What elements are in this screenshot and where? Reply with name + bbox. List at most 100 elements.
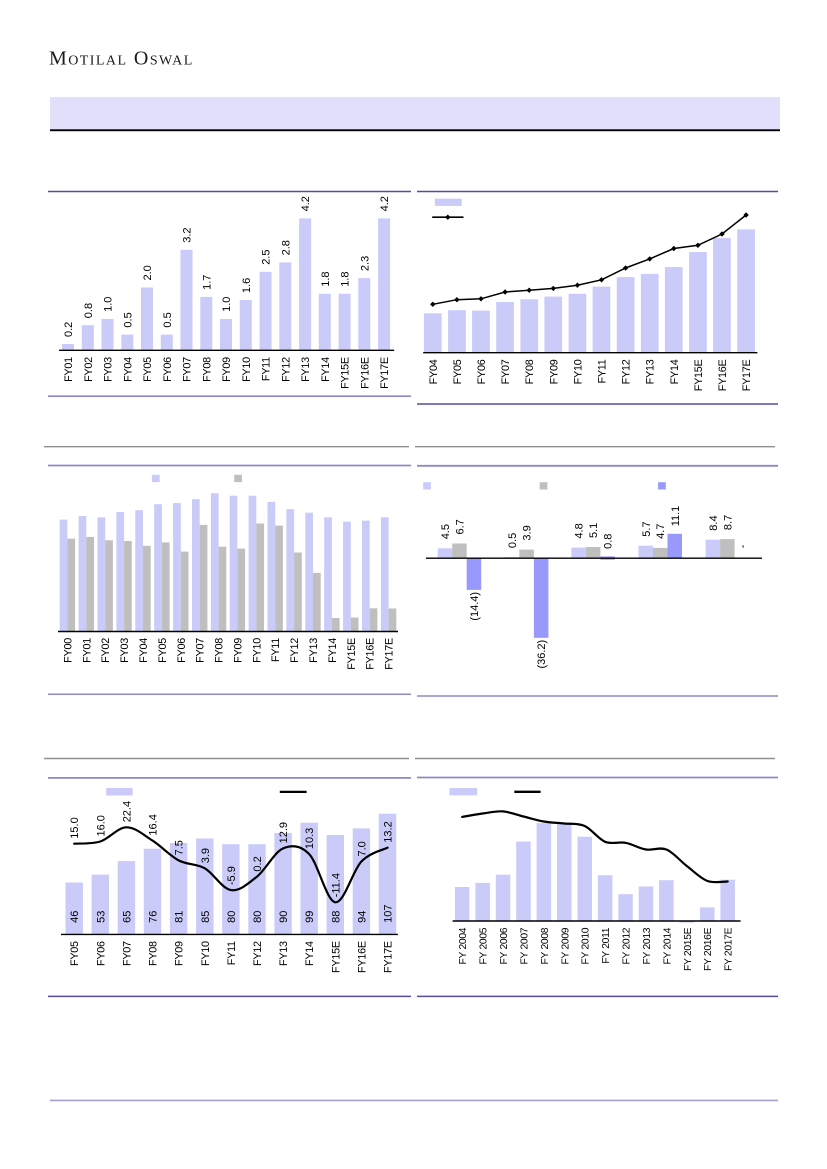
svg-text:FY10: FY10	[572, 359, 584, 384]
svg-text:FY 2005: FY 2005	[479, 927, 490, 964]
svg-text:0.5: 0.5	[507, 533, 519, 548]
svg-text:1.0: 1.0	[103, 297, 115, 312]
svg-text:FY 2017E: FY 2017E	[724, 927, 735, 971]
svg-text:1.0: 1.0	[221, 297, 233, 312]
svg-text:FY14: FY14	[304, 941, 316, 966]
svg-text:(36.2): (36.2)	[536, 640, 548, 669]
svg-text:10.3: 10.3	[304, 828, 316, 849]
svg-text:FY 2016E: FY 2016E	[703, 927, 714, 971]
svg-text:FY16E: FY16E	[365, 638, 377, 670]
svg-text:Motilal Oswal: Motilal Oswal	[49, 48, 194, 70]
svg-text:99: 99	[304, 911, 316, 923]
svg-text:7.0: 7.0	[356, 841, 368, 856]
svg-text:FY05: FY05	[452, 359, 464, 384]
svg-text:FY01: FY01	[63, 357, 75, 382]
svg-text:FY14: FY14	[320, 357, 332, 382]
svg-text:(14.4): (14.4)	[469, 592, 481, 621]
svg-text:-11.4: -11.4	[330, 873, 342, 897]
svg-text:FY02: FY02	[83, 357, 95, 382]
svg-text:FY15E: FY15E	[330, 941, 342, 973]
svg-text:FY16E: FY16E	[359, 357, 371, 389]
svg-text:FY07: FY07	[195, 638, 207, 663]
svg-text:1.7: 1.7	[201, 275, 213, 290]
svg-text:FY08: FY08	[214, 638, 226, 663]
svg-text:0.8: 0.8	[603, 534, 615, 549]
svg-text:0.5: 0.5	[162, 312, 174, 327]
svg-text:16.4: 16.4	[148, 814, 160, 835]
svg-text:12.9: 12.9	[278, 822, 290, 843]
svg-text:FY03: FY03	[119, 638, 131, 663]
svg-text:53: 53	[95, 911, 107, 923]
svg-text:FY13: FY13	[278, 941, 290, 966]
svg-text:FY04: FY04	[122, 357, 134, 382]
svg-text:80: 80	[226, 911, 238, 923]
svg-text:FY 2011: FY 2011	[601, 927, 612, 963]
svg-text:65: 65	[121, 911, 133, 923]
svg-text:FY16E: FY16E	[356, 941, 368, 973]
svg-text:FY08: FY08	[148, 941, 160, 966]
svg-text:FY04: FY04	[138, 638, 150, 663]
svg-text:FY07: FY07	[182, 357, 194, 382]
svg-text:FY01: FY01	[81, 638, 93, 663]
svg-text:3.9: 3.9	[200, 848, 212, 863]
svg-text:11.1: 11.1	[670, 506, 682, 527]
svg-text:FY06: FY06	[176, 638, 188, 663]
svg-text:80: 80	[252, 911, 264, 923]
svg-text:FY17E: FY17E	[741, 359, 753, 391]
svg-text:4.5: 4.5	[440, 524, 452, 539]
svg-text:FY 2007: FY 2007	[520, 927, 531, 964]
svg-text:8.7: 8.7	[722, 515, 734, 530]
svg-text:FY15E: FY15E	[693, 359, 705, 391]
svg-text:FY13: FY13	[645, 359, 657, 384]
svg-text:0.8: 0.8	[83, 303, 95, 318]
svg-text:FY09: FY09	[174, 941, 186, 966]
svg-text:85: 85	[200, 911, 212, 923]
svg-text:81: 81	[174, 911, 186, 923]
svg-text:4.7: 4.7	[655, 524, 667, 539]
svg-text:76: 76	[148, 911, 160, 923]
svg-text:FY10: FY10	[241, 357, 253, 382]
svg-text:1.8: 1.8	[340, 272, 352, 287]
svg-text:FY12: FY12	[252, 941, 264, 966]
svg-text:FY12: FY12	[289, 638, 301, 663]
svg-text:FY05: FY05	[157, 638, 169, 663]
svg-text:3.9: 3.9	[522, 525, 534, 540]
svg-text:FY05: FY05	[142, 357, 154, 382]
svg-text:0.2: 0.2	[252, 856, 264, 871]
svg-text:FY15E: FY15E	[346, 638, 358, 670]
svg-text:FY17E: FY17E	[383, 941, 395, 973]
svg-text:FY08: FY08	[524, 359, 536, 384]
svg-text:0.5: 0.5	[122, 312, 134, 327]
svg-text:FY09: FY09	[221, 357, 233, 382]
svg-text:FY 2015E: FY 2015E	[683, 927, 694, 971]
svg-text:FY 2014: FY 2014	[662, 927, 673, 964]
svg-text:6.7: 6.7	[454, 519, 466, 534]
svg-text:FY07: FY07	[500, 359, 512, 384]
svg-text:3.2: 3.2	[182, 228, 194, 243]
svg-text:FY11: FY11	[261, 357, 273, 381]
svg-text:FY12: FY12	[280, 357, 292, 382]
svg-text:8.4: 8.4	[708, 515, 720, 530]
svg-text:13.2: 13.2	[383, 821, 395, 842]
svg-text:1.6: 1.6	[241, 278, 253, 293]
svg-text:1.8: 1.8	[320, 272, 332, 287]
svg-text:4.2: 4.2	[300, 196, 312, 211]
svg-text:0.2: 0.2	[63, 322, 75, 337]
svg-text:FY 2009: FY 2009	[560, 927, 571, 964]
svg-text:88: 88	[330, 911, 342, 923]
svg-text:FY10: FY10	[200, 941, 212, 966]
svg-text:5.1: 5.1	[588, 523, 600, 538]
svg-text:2.0: 2.0	[142, 265, 154, 280]
svg-text:FY 2004: FY 2004	[458, 927, 469, 964]
svg-text:FY09: FY09	[232, 638, 244, 663]
svg-text:FY 2012: FY 2012	[622, 927, 633, 964]
svg-text:FY 2013: FY 2013	[642, 927, 653, 964]
svg-text:FY10: FY10	[251, 638, 263, 663]
svg-text:FY17E: FY17E	[384, 638, 396, 670]
svg-text:2.5: 2.5	[261, 250, 273, 265]
svg-text:46: 46	[69, 911, 81, 923]
svg-text:FY02: FY02	[100, 638, 112, 663]
svg-text:FY06: FY06	[476, 359, 488, 384]
svg-text:FY11: FY11	[226, 941, 238, 965]
svg-text:FY 2006: FY 2006	[499, 927, 510, 964]
